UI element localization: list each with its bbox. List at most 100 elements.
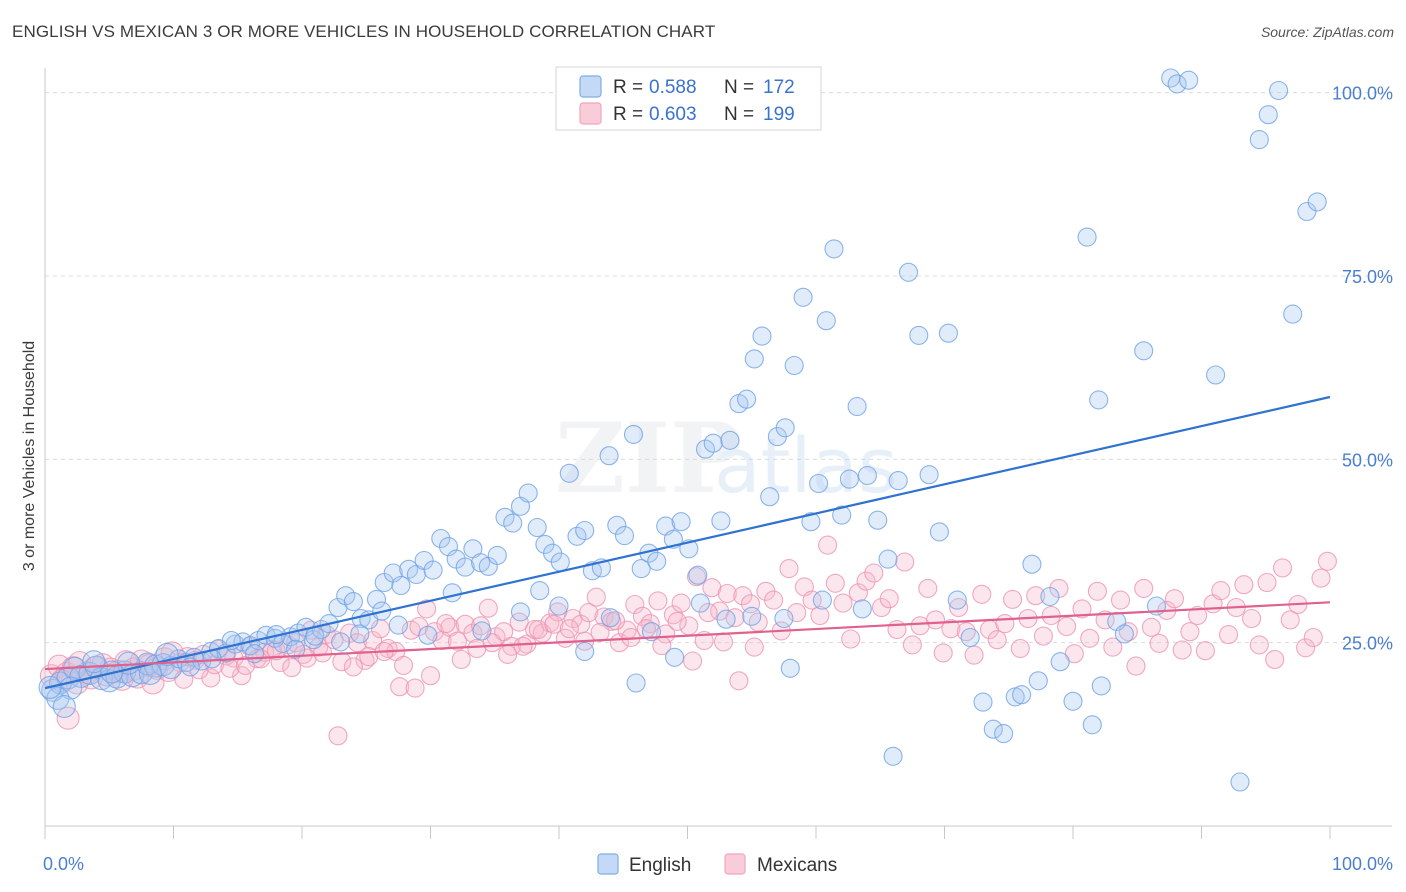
point-mexicans (1234, 575, 1254, 595)
point-mexicans (918, 578, 938, 598)
point-mexicans (902, 635, 922, 655)
point-english (331, 632, 351, 652)
point-english (1082, 715, 1102, 735)
point-english (244, 644, 265, 664)
point-english (671, 512, 691, 532)
point-english (832, 505, 852, 525)
point-mexicans (343, 657, 363, 677)
point-mexicans (1103, 637, 1123, 657)
point-mexicans (605, 611, 626, 631)
point-english (847, 396, 867, 417)
legend-r-value: 0.603 (649, 104, 697, 125)
point-mexicans (420, 666, 441, 686)
point-english (919, 465, 939, 485)
watermark-zip: ZIP (555, 402, 742, 515)
legend-swatch-mexicans (579, 102, 602, 125)
point-english (82, 650, 106, 674)
point-mexicans (1026, 586, 1046, 606)
point-mexicans (328, 726, 348, 746)
point-mexicans (683, 651, 703, 671)
y-tick-label: 50.0% (1342, 450, 1393, 470)
point-mexicans (355, 650, 375, 670)
point-english (518, 483, 538, 503)
point-english (784, 355, 804, 376)
point-english (503, 513, 523, 533)
legend-top: R = 0.588 N = 172 R = 0.603 N = 199 (555, 66, 822, 131)
point-mexicans (544, 614, 564, 634)
point-mexicans (1257, 572, 1277, 593)
point-mexicans (1010, 638, 1030, 659)
legend-bottom-swatch-english (597, 853, 619, 875)
legend-n-label: N = (724, 104, 754, 125)
point-mexicans (390, 677, 410, 697)
point-mexicans (787, 603, 807, 623)
point-mexicans (447, 631, 468, 651)
point-english (809, 473, 829, 494)
point-english (1063, 691, 1083, 711)
point-english (852, 599, 872, 619)
y-tick-label: 75.0% (1342, 267, 1393, 287)
point-english (647, 551, 667, 571)
point-english (510, 602, 531, 622)
point-mexicans (717, 583, 737, 604)
point-english (888, 471, 908, 491)
point-english (703, 433, 723, 453)
point-mexicans (1211, 581, 1231, 601)
watermark: ZIP atlas (555, 402, 898, 515)
point-english (575, 520, 595, 541)
point-english (495, 507, 515, 527)
point-mexicans (1164, 589, 1185, 609)
point-english (1050, 652, 1070, 672)
point-mexicans (648, 591, 668, 611)
point-mexicans (1296, 638, 1316, 658)
point-english (631, 559, 651, 579)
point-english (737, 389, 757, 409)
point-mexicans (232, 666, 252, 686)
point-mexicans (625, 594, 645, 615)
gridlines (45, 92, 1392, 644)
point-english (575, 641, 595, 662)
point-english (878, 549, 898, 569)
legend-n-value: 172 (763, 77, 795, 98)
point-english (1258, 105, 1278, 125)
point-english (752, 326, 772, 346)
point-english (929, 522, 949, 542)
point-mexicans (494, 622, 514, 642)
point-mexicans (478, 598, 498, 618)
point-english (418, 625, 438, 645)
point-english (1012, 685, 1032, 705)
point-english (1040, 586, 1060, 607)
y-axis-label: 3 or more Vehicles in Household (21, 341, 38, 571)
point-mexicans (1057, 616, 1077, 637)
point-english (52, 694, 76, 719)
point-english (641, 622, 662, 642)
point-mexicans (879, 589, 899, 609)
point-english (1307, 192, 1327, 212)
point-mexicans (451, 649, 471, 670)
point-english (286, 639, 306, 659)
point-english (350, 624, 370, 644)
point-mexicans (848, 583, 868, 603)
point-english (909, 325, 929, 345)
point-mexicans (825, 573, 845, 593)
point-english (442, 583, 462, 603)
point-mexicans (1072, 599, 1092, 619)
legend-n-label: N = (724, 77, 754, 98)
point-mexicans (513, 636, 533, 656)
point-mexicans (1311, 568, 1331, 588)
legend-bottom-label-english: English (629, 855, 691, 876)
point-english (760, 487, 780, 507)
point-english (973, 692, 993, 712)
point-english (960, 627, 980, 648)
point-mexicans (1249, 635, 1269, 655)
point-mexicans (972, 584, 992, 604)
point-mexicans (941, 619, 961, 639)
point-mexicans (1317, 551, 1337, 571)
point-english (720, 430, 740, 450)
point-mexicans (1172, 640, 1192, 660)
point-mexicans (313, 643, 333, 663)
point-english (305, 626, 325, 646)
point-mexicans (590, 622, 610, 642)
point-mexicans (586, 587, 606, 607)
point-mexicans (509, 612, 529, 632)
